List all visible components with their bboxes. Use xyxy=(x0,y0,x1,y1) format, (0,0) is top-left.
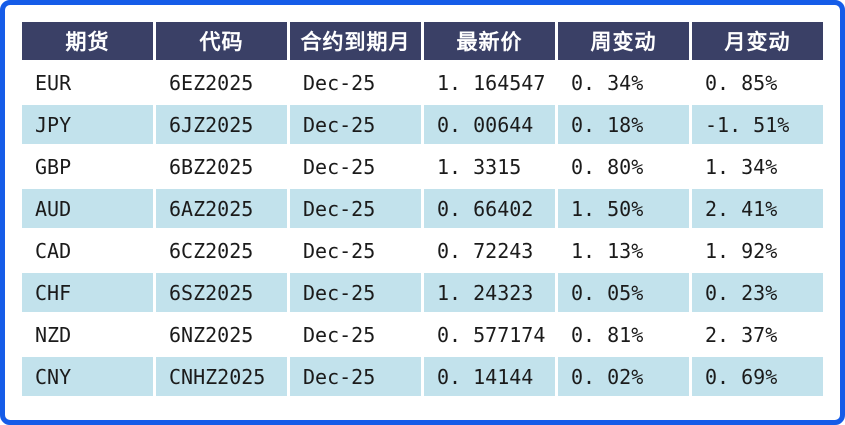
column-header-code: 代码 xyxy=(156,22,287,60)
cell-expiry-month: Dec-25 xyxy=(290,231,421,270)
cell-month-change: 1. 34% xyxy=(692,147,823,186)
cell-month-change: -1. 51% xyxy=(692,105,823,144)
column-header-week-change: 周变动 xyxy=(558,22,689,60)
cell-code: 6NZ2025 xyxy=(156,315,287,354)
column-header-expiry-month: 合约到期月 xyxy=(290,22,421,60)
cell-future: GBP xyxy=(22,147,153,186)
cell-expiry-month: Dec-25 xyxy=(290,315,421,354)
cell-week-change: 0. 18% xyxy=(558,105,689,144)
cell-latest-price: 0. 66402 xyxy=(424,189,555,228)
cell-expiry-month: Dec-25 xyxy=(290,105,421,144)
table-row: AUD 6AZ2025 Dec-25 0. 66402 1. 50% 2. 41% xyxy=(22,189,823,228)
cell-latest-price: 1. 164547 xyxy=(424,63,555,102)
table-header: 期货 代码 合约到期月 最新价 周变动 月变动 xyxy=(22,22,823,60)
column-header-future: 期货 xyxy=(22,22,153,60)
cell-future: CHF xyxy=(22,273,153,312)
table-row: CAD 6CZ2025 Dec-25 0. 72243 1. 13% 1. 92% xyxy=(22,231,823,270)
table-row: CNY CNHZ2025 Dec-25 0. 14144 0. 02% 0. 69% xyxy=(22,357,823,396)
cell-latest-price: 0. 577174 xyxy=(424,315,555,354)
cell-latest-price: 0. 72243 xyxy=(424,231,555,270)
cell-week-change: 1. 13% xyxy=(558,231,689,270)
cell-code: 6BZ2025 xyxy=(156,147,287,186)
cell-expiry-month: Dec-25 xyxy=(290,63,421,102)
cell-latest-price: 1. 24323 xyxy=(424,273,555,312)
cell-month-change: 2. 37% xyxy=(692,315,823,354)
cell-week-change: 0. 05% xyxy=(558,273,689,312)
cell-expiry-month: Dec-25 xyxy=(290,147,421,186)
table-row: CHF 6SZ2025 Dec-25 1. 24323 0. 05% 0. 23% xyxy=(22,273,823,312)
cell-week-change: 0. 80% xyxy=(558,147,689,186)
column-header-latest-price: 最新价 xyxy=(424,22,555,60)
cell-future: JPY xyxy=(22,105,153,144)
cell-expiry-month: Dec-25 xyxy=(290,273,421,312)
cell-code: CNHZ2025 xyxy=(156,357,287,396)
cell-code: 6JZ2025 xyxy=(156,105,287,144)
cell-week-change: 1. 50% xyxy=(558,189,689,228)
cell-month-change: 1. 92% xyxy=(692,231,823,270)
cell-code: 6CZ2025 xyxy=(156,231,287,270)
futures-table: 期货 代码 合约到期月 最新价 周变动 月变动 EUR 6EZ2025 Dec-25 1. 16… xyxy=(19,19,826,399)
cell-future: NZD xyxy=(22,315,153,354)
cell-latest-price: 0. 00644 xyxy=(424,105,555,144)
cell-expiry-month: Dec-25 xyxy=(290,189,421,228)
cell-future: CNY xyxy=(22,357,153,396)
cell-week-change: 0. 81% xyxy=(558,315,689,354)
cell-latest-price: 1. 3315 xyxy=(424,147,555,186)
cell-future: EUR xyxy=(22,63,153,102)
column-header-month-change: 月变动 xyxy=(692,22,823,60)
cell-month-change: 0. 85% xyxy=(692,63,823,102)
cell-month-change: 0. 69% xyxy=(692,357,823,396)
cell-month-change: 2. 41% xyxy=(692,189,823,228)
cell-code: 6AZ2025 xyxy=(156,189,287,228)
cell-future: AUD xyxy=(22,189,153,228)
table-row: GBP 6BZ2025 Dec-25 1. 3315 0. 80% 1. 34% xyxy=(22,147,823,186)
cell-latest-price: 0. 14144 xyxy=(424,357,555,396)
table-row: NZD 6NZ2025 Dec-25 0. 577174 0. 81% 2. 37% xyxy=(22,315,823,354)
cell-week-change: 0. 02% xyxy=(558,357,689,396)
table-row: JPY 6JZ2025 Dec-25 0. 00644 0. 18% -1. 51% xyxy=(22,105,823,144)
cell-month-change: 0. 23% xyxy=(692,273,823,312)
cell-future: CAD xyxy=(22,231,153,270)
header-row: 期货 代码 合约到期月 最新价 周变动 月变动 xyxy=(22,22,823,60)
cell-code: 6SZ2025 xyxy=(156,273,287,312)
cell-week-change: 0. 34% xyxy=(558,63,689,102)
table-body: EUR 6EZ2025 Dec-25 1. 164547 0. 34% 0. 85% JPY… xyxy=(22,63,823,396)
table-row: EUR 6EZ2025 Dec-25 1. 164547 0. 34% 0. 85% xyxy=(22,63,823,102)
cell-expiry-month: Dec-25 xyxy=(290,357,421,396)
cell-code: 6EZ2025 xyxy=(156,63,287,102)
